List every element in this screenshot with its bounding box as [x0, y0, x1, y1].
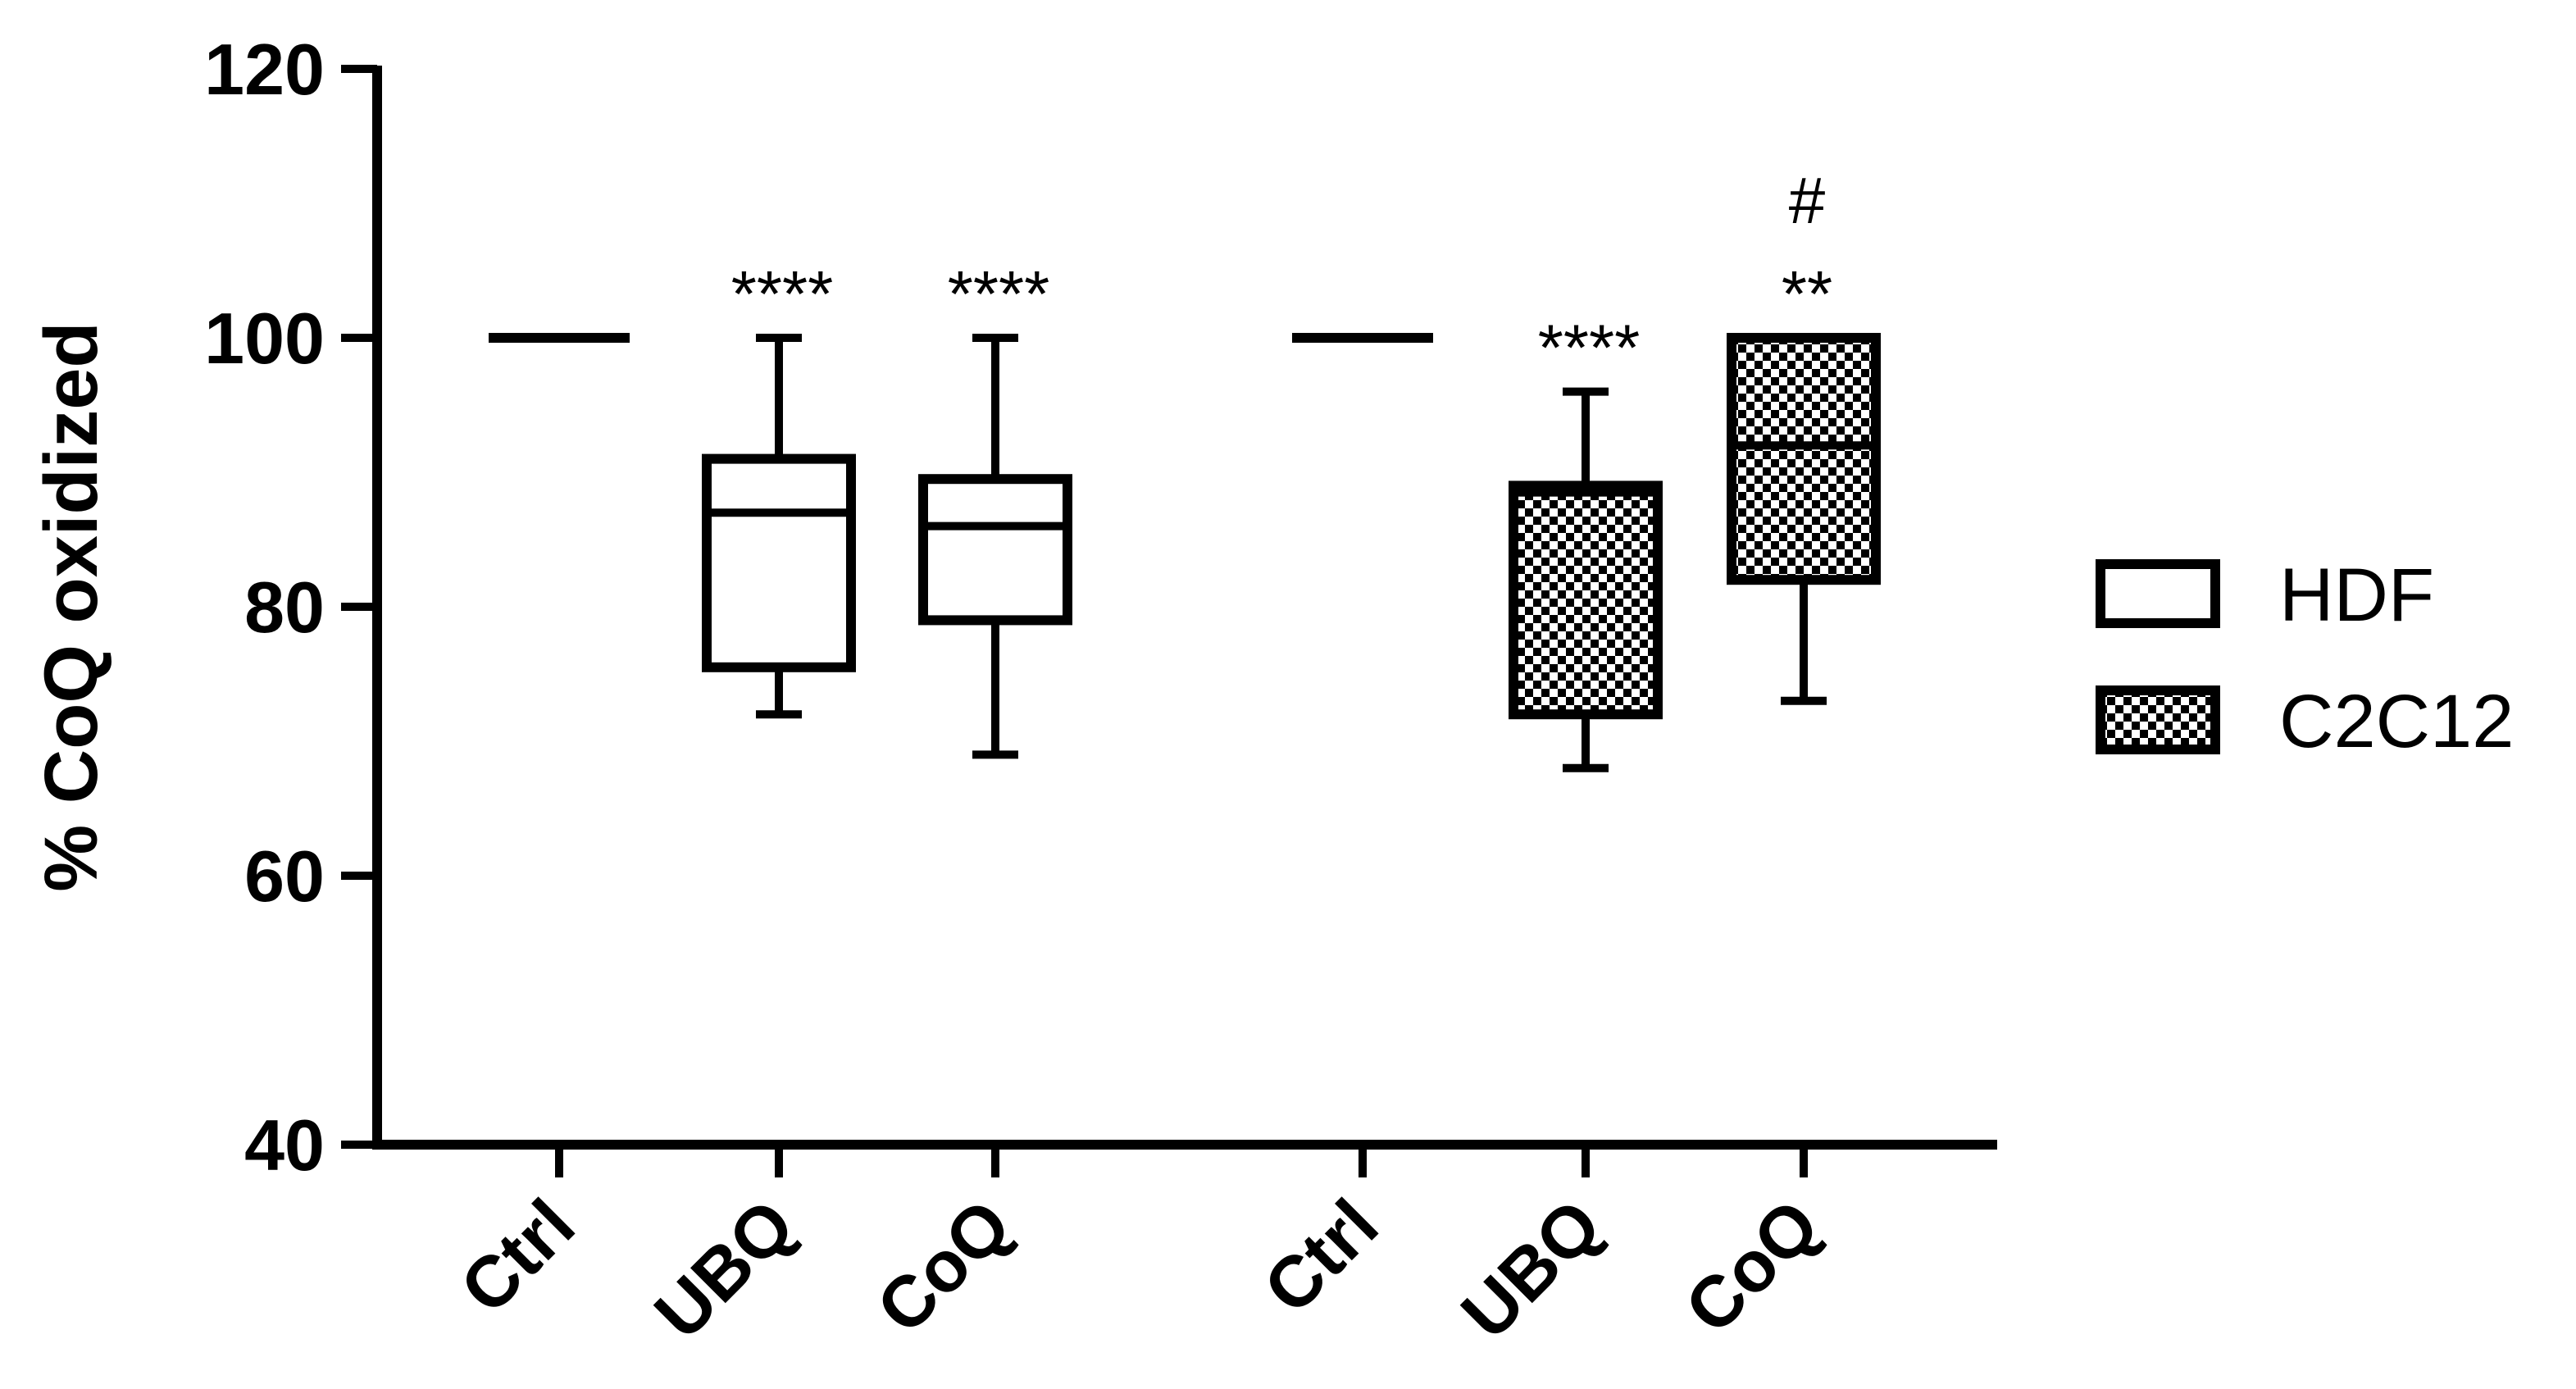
legend-label-c2c12: C2C12: [2279, 680, 2514, 763]
x-tick-label-hdf-coq: CoQ: [861, 1183, 1026, 1348]
y-tick-label-60: 60: [244, 836, 325, 917]
box-c2c12-coq: [1727, 333, 1881, 705]
significance-label-hdf-coq-0: ****: [948, 257, 1050, 330]
iqr-box: [1727, 333, 1881, 585]
x-tick-label-c2c12-ctrl: Ctrl: [1248, 1183, 1393, 1328]
iqr-box: [702, 453, 856, 672]
x-tick-label-hdf-ctrl: Ctrl: [444, 1183, 589, 1328]
significance-label-hdf-ubq-0: ****: [731, 257, 834, 330]
x-ticks: Ctrl UBQ CoQ Ctrl UBQ CoQ: [444, 1145, 1834, 1355]
significance-label-c2c12-coq-0: **: [1782, 257, 1832, 330]
legend: HDF C2C12: [2096, 553, 2514, 763]
y-tick-label-80: 80: [244, 567, 325, 648]
box-c2c12-ubq: [1509, 387, 1663, 772]
legend-label-hdf: HDF: [2279, 553, 2434, 637]
y-ticks: 40 60 80 100 120: [204, 29, 377, 1186]
y-tick-label-100: 100: [204, 298, 325, 379]
x-tick-label-hdf-ubq: UBQ: [639, 1183, 809, 1354]
iqr-box: [1509, 480, 1663, 720]
box-hdf-coq: [918, 334, 1072, 759]
significance-label-c2c12-coq-1: #: [1789, 164, 1826, 237]
legend-swatch-hdf: [2096, 559, 2220, 628]
box-hdf-ubq: [702, 334, 856, 719]
significance-annotations: **** **********#: [731, 164, 1832, 385]
x-tick-label-c2c12-ubq: UBQ: [1445, 1183, 1616, 1354]
x-tick-label-c2c12-coq: CoQ: [1669, 1183, 1834, 1348]
boxes: [489, 333, 1881, 772]
iqr-box: [918, 474, 1072, 626]
legend-swatch-c2c12: [2096, 685, 2220, 754]
axes: [372, 66, 1997, 1150]
y-axis-title: % CoQ oxidized: [30, 321, 113, 891]
significance-label-c2c12-ubq-0: ****: [1538, 312, 1641, 385]
y-tick-label-120: 120: [204, 29, 325, 110]
y-tick-label-40: 40: [244, 1104, 325, 1186]
